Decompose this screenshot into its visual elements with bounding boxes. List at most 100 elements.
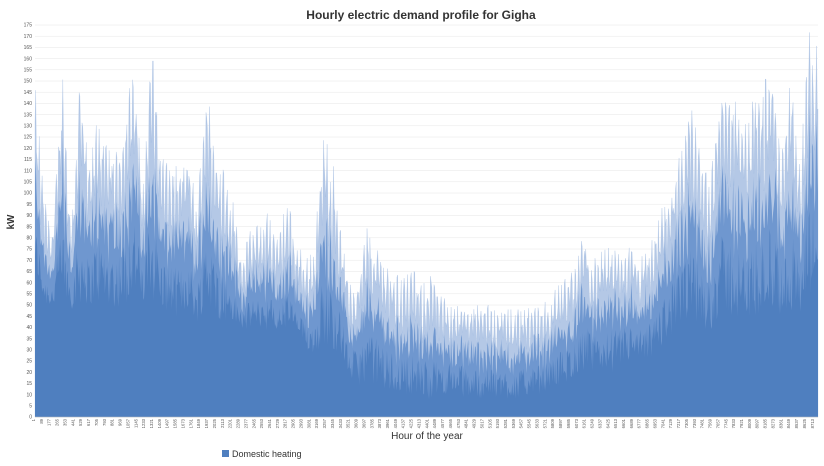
x-tick-label: 7833 xyxy=(731,418,736,428)
x-tick-label: 5457 xyxy=(519,418,524,428)
y-tick-label: 115 xyxy=(24,157,32,163)
x-tick-label: 1761 xyxy=(188,418,193,428)
x-tick-label: 6865 xyxy=(645,418,650,428)
x-tick-label: 1849 xyxy=(196,418,201,428)
x-tick-label: 8361 xyxy=(778,418,783,428)
x-axis-title: Hour of the year xyxy=(391,431,463,442)
x-tick-label: 177 xyxy=(47,418,52,426)
y-tick-label: 130 xyxy=(24,124,33,130)
x-tick-label: 4577 xyxy=(440,418,445,428)
x-tick-label: 2817 xyxy=(283,418,288,428)
x-tick-label: 7569 xyxy=(708,418,713,428)
x-tick-label: 4313 xyxy=(416,418,421,428)
y-tick-label: 170 xyxy=(24,34,33,40)
x-tick-label: 8449 xyxy=(786,418,791,428)
x-tick-label: 5985 xyxy=(566,418,571,428)
x-tick-label: 5193 xyxy=(495,418,500,428)
x-tick-label: 8273 xyxy=(770,418,775,428)
x-tick-label: 2553 xyxy=(259,418,264,428)
x-tick-label: 7041 xyxy=(660,418,665,428)
x-tick-label: 5105 xyxy=(487,418,492,428)
x-tick-label: 3257 xyxy=(322,418,327,428)
x-tick-label: 5545 xyxy=(527,418,532,428)
y-tick-label: 5 xyxy=(29,404,32,410)
x-tick-label: 8537 xyxy=(794,418,799,428)
y-axis-ticks: 0 5 10 15 20 25 30 35 40 45 50 55 60 65 70 75 80 85 90 95 10… xyxy=(24,23,33,421)
x-tick-label: 7481 xyxy=(700,418,705,428)
y-tick-label: 40 xyxy=(26,325,32,331)
series-domestic-heating-base-area xyxy=(35,208,818,417)
x-tick-label: 1 xyxy=(31,418,36,421)
legend-label-domestic-heating: Domestic heating xyxy=(232,449,302,459)
y-tick-label: 160 xyxy=(24,56,33,62)
x-tick-label: 4753 xyxy=(456,418,461,428)
y-tick-label: 155 xyxy=(24,68,33,74)
x-tick-label: 1409 xyxy=(157,418,162,428)
y-axis-title: kW xyxy=(6,214,17,230)
x-tick-label: 5369 xyxy=(511,418,516,428)
x-tick-label: 441 xyxy=(70,418,75,426)
x-tick-label: 8625 xyxy=(802,418,807,428)
x-tick-label: 705 xyxy=(94,418,99,426)
x-tick-label: 4929 xyxy=(472,418,477,428)
y-tick-label: 60 xyxy=(26,280,32,286)
x-tick-label: 6601 xyxy=(621,418,626,428)
x-tick-label: 3169 xyxy=(314,418,319,428)
y-tick-label: 135 xyxy=(24,112,33,118)
y-tick-label: 15 xyxy=(26,381,32,387)
x-tick-label: 3609 xyxy=(354,418,359,428)
chart-title: Hourly electric demand profile for Gigha xyxy=(306,8,536,22)
x-tick-label: 7921 xyxy=(739,418,744,428)
y-tick-label: 90 xyxy=(26,213,32,219)
x-tick-label: 7305 xyxy=(684,418,689,428)
x-tick-label: 6249 xyxy=(590,418,595,428)
x-tick-label: 3345 xyxy=(330,418,335,428)
y-tick-label: 95 xyxy=(26,202,32,208)
x-tick-label: 5809 xyxy=(550,418,555,428)
y-tick-label: 25 xyxy=(26,359,32,365)
x-tick-label: 7393 xyxy=(692,418,697,428)
x-tick-label: 8713 xyxy=(810,418,815,428)
y-tick-label: 110 xyxy=(24,168,32,174)
y-tick-label: 85 xyxy=(26,224,32,230)
x-tick-label: 265 xyxy=(55,418,60,426)
y-tick-label: 70 xyxy=(26,258,32,264)
x-tick-label: 3961 xyxy=(385,418,390,428)
x-tick-label: 353 xyxy=(62,418,67,426)
series-area-group xyxy=(34,32,819,418)
y-tick-label: 0 xyxy=(29,415,32,421)
x-tick-label: 8097 xyxy=(755,418,760,428)
x-tick-label: 881 xyxy=(110,418,115,426)
y-tick-label: 10 xyxy=(26,392,32,398)
x-tick-label: 7129 xyxy=(668,418,673,428)
x-tick-label: 4841 xyxy=(464,418,469,428)
x-tick-label: 2289 xyxy=(236,418,241,428)
x-tick-label: 6953 xyxy=(652,418,657,428)
x-tick-label: 6777 xyxy=(637,418,642,428)
x-tick-label: 4225 xyxy=(409,418,414,428)
y-tick-label: 120 xyxy=(24,146,33,152)
y-tick-label: 80 xyxy=(26,236,32,242)
legend-swatch-domestic-heating xyxy=(222,450,229,457)
y-tick-label: 145 xyxy=(24,90,33,96)
x-tick-label: 793 xyxy=(102,418,107,426)
x-tick-label: 1937 xyxy=(204,418,209,428)
x-tick-label: 2465 xyxy=(251,418,256,428)
x-tick-label: 529 xyxy=(78,418,83,426)
x-tick-label: 7657 xyxy=(715,418,720,428)
x-tick-label: 2377 xyxy=(243,418,248,428)
y-tick-label: 45 xyxy=(26,314,32,320)
y-tick-label: 175 xyxy=(24,23,33,29)
x-tick-label: 6689 xyxy=(629,418,634,428)
x-tick-label: 6161 xyxy=(582,418,587,428)
x-tick-label: 7217 xyxy=(676,418,681,428)
x-tick-label: 3081 xyxy=(306,418,311,428)
x-tick-label: 1233 xyxy=(141,418,146,428)
y-tick-label: 75 xyxy=(26,247,32,253)
x-tick-label: 2641 xyxy=(267,418,272,428)
x-tick-label: 1321 xyxy=(149,418,154,428)
y-tick-label: 165 xyxy=(24,45,33,51)
x-tick-label: 5897 xyxy=(558,418,563,428)
